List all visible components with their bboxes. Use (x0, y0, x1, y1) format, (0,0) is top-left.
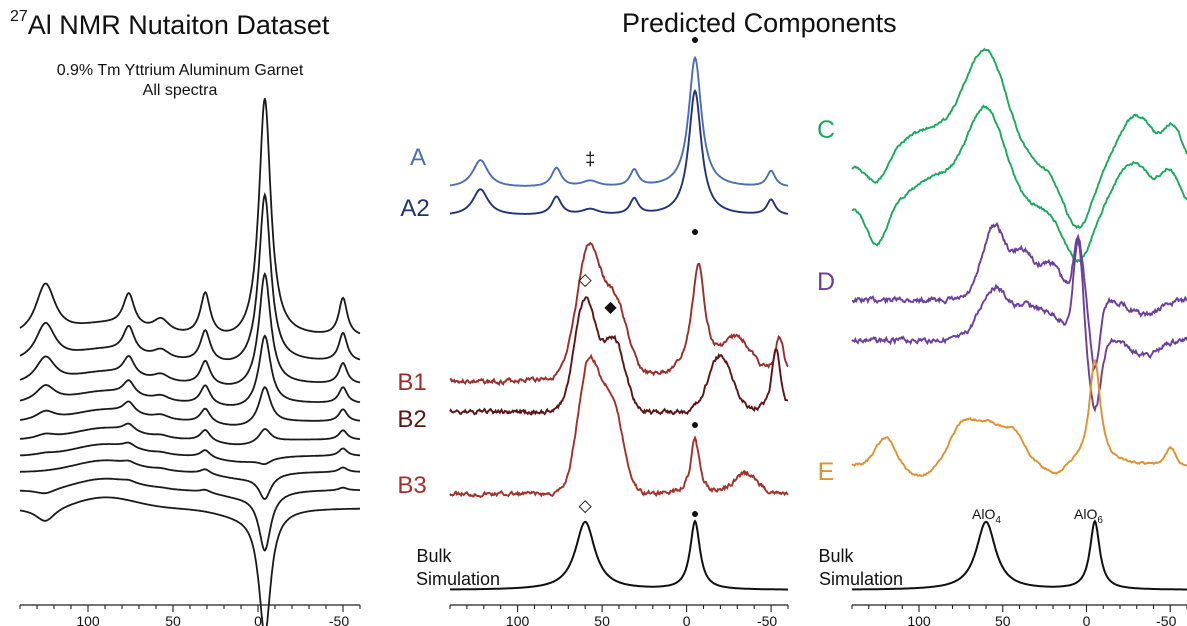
peak-marker: ◆ (604, 299, 617, 316)
x-tick-label: -50 (1156, 613, 1176, 626)
series-label-d: D (817, 268, 835, 296)
simulation-label-mid: Simulation (416, 569, 500, 589)
x-tick-label: 0 (683, 613, 691, 626)
right-panel-title: Predicted Components (622, 8, 897, 38)
series-label-a: A (410, 144, 426, 171)
x-tick-label: -50 (757, 613, 777, 626)
bulk-simulation-line (852, 519, 1187, 591)
bulk-simulation-line (450, 519, 788, 591)
component-b2-line (449, 296, 788, 416)
x-tick-label: 100 (76, 613, 100, 626)
x-tick-label: 0 (254, 613, 262, 626)
bulk-label-mid: Bulk (416, 546, 452, 566)
peak-marker: ◇ (579, 496, 593, 515)
x-tick-label: 100 (506, 613, 530, 626)
components-a-b-panel: A A2 B1 B2 B3 ● ● ● ◇ ◆ ‡ ◇ ● (397, 31, 789, 591)
components-c-d-e-panel: C D E (817, 47, 1187, 591)
nutation-spectrum-line (20, 477, 360, 552)
nutation-spectrum-line (19, 496, 360, 626)
peak-marker: ‡ (585, 149, 595, 169)
alo6-label: AlO6 (1074, 506, 1103, 526)
peak-marker: ● (691, 505, 699, 521)
axes-group: 100 50 0 -50 100 50 0 -50 100 50 0 -50 (19, 604, 1187, 626)
peak-marker: ● (691, 416, 699, 432)
x-tick-label: -50 (329, 613, 349, 626)
series-label-a2: A2 (400, 195, 429, 222)
component-a2-line (449, 88, 789, 215)
x-tick-label: 50 (594, 613, 610, 626)
alo4-label: AlO4 (972, 506, 1001, 526)
x-tick-label: 50 (995, 613, 1011, 626)
component-c-line (851, 104, 1187, 264)
simulation-label-right: Simulation (819, 569, 903, 589)
subtitle-all-spectra: All spectra (142, 82, 218, 99)
nutation-spectrum-line (19, 98, 361, 335)
component-b3-line (449, 353, 789, 499)
x-tick-label: 0 (1083, 613, 1091, 626)
series-label-c: C (817, 116, 835, 144)
series-label-b2: B2 (397, 406, 426, 433)
series-label-b1: B1 (397, 369, 426, 396)
peak-marker: ● (691, 223, 699, 239)
component-a-line (449, 55, 789, 187)
series-label-b3: B3 (397, 472, 426, 499)
nutation-spectrum-line (19, 334, 361, 406)
nutation-spectrum-line (19, 191, 361, 361)
nutation-spectrum-line (19, 386, 361, 426)
title-main: Al NMR Nutaiton Dataset (27, 10, 330, 40)
x-tick-label: 50 (165, 613, 181, 626)
nutation-dataset-panel (19, 98, 361, 626)
component-d-line (851, 236, 1187, 413)
component-b1-line (449, 241, 789, 386)
component-e-line (851, 358, 1187, 477)
left-panel-title: 27Al NMR Nutaiton Dataset (10, 8, 330, 41)
nutation-spectrum-line (20, 459, 360, 501)
subtitle-sample: 0.9% Tm Yttrium Aluminum Garnet (56, 62, 304, 79)
x-tick-label: 100 (907, 613, 931, 626)
nutation-spectrum-line (20, 441, 361, 466)
peak-marker: ◇ (579, 270, 593, 289)
nutation-spectrum-line (19, 272, 361, 385)
peak-marker: ● (691, 31, 699, 47)
series-label-e: E (818, 458, 835, 486)
nutation-spectrum-line (19, 422, 361, 446)
title-superscript: 27 (10, 8, 28, 25)
bulk-label-right: Bulk (818, 546, 854, 566)
component-d-line (852, 221, 1187, 372)
component-c-line (851, 47, 1187, 230)
